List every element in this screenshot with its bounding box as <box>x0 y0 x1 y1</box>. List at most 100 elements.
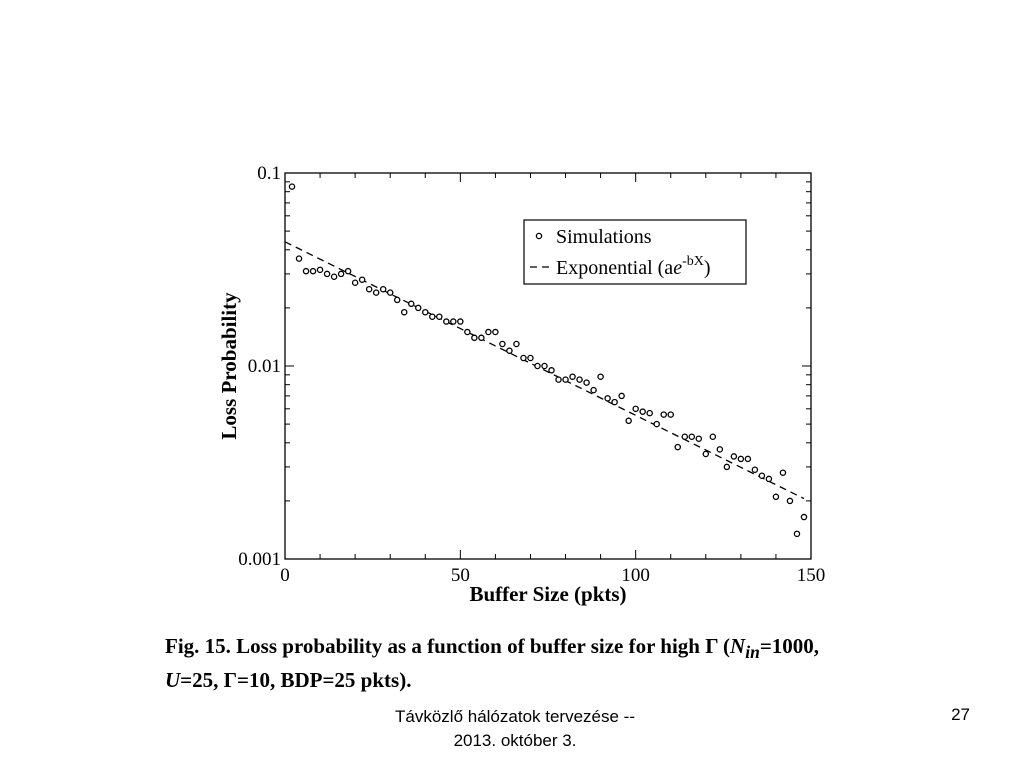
caption-line1-text: Fig. 15. Loss probability as a function … <box>165 634 731 658</box>
simulation-point <box>569 373 576 380</box>
simulation-point <box>422 308 429 316</box>
simulation-point <box>407 300 415 308</box>
chart-labels: 0 50 100 150 0.001 0.01 0.1 Buffer Size (pkts) L… <box>217 163 825 606</box>
simulation-point <box>330 273 338 281</box>
simulation-point <box>625 417 632 425</box>
simulation-point <box>758 472 766 479</box>
simulation-point <box>702 450 710 458</box>
simulation-point <box>793 530 801 538</box>
simulation-point <box>597 373 604 380</box>
simulation-point <box>337 270 345 278</box>
legend-exp-text: Exponential (a <box>556 257 673 279</box>
simulation-point <box>765 475 773 483</box>
simulation-point <box>688 433 696 440</box>
simulation-point <box>485 328 492 336</box>
simulation-point <box>604 395 611 402</box>
simulation-point <box>709 433 717 440</box>
y-tick-label: 0.001 <box>238 549 281 570</box>
simulation-point <box>653 420 660 428</box>
simulation-point <box>316 266 324 274</box>
simulation-point <box>541 362 548 370</box>
legend-exp-e: e <box>673 257 682 279</box>
simulation-point <box>365 285 373 293</box>
x-tick-label: 100 <box>621 565 650 586</box>
simulation-point <box>506 347 513 354</box>
exponential-fit-line <box>284 241 805 500</box>
simulation-point <box>583 379 590 386</box>
simulation-point <box>800 513 808 521</box>
chart-axes <box>284 172 812 560</box>
simulation-point <box>450 318 457 325</box>
simulation-point <box>786 497 794 505</box>
caption-line1-end: =1000, <box>759 634 820 658</box>
simulation-point <box>499 340 506 348</box>
caption-n-subscript: in <box>745 642 760 663</box>
simulation-point <box>379 285 387 293</box>
simulation-point <box>779 469 787 476</box>
caption-u-symbol: U <box>165 668 181 693</box>
simulation-point <box>576 376 583 383</box>
simulation-point <box>415 304 422 312</box>
loss-probability-chart: 0 50 100 150 0.001 0.01 0.1 Buffer Size (pkts) L… <box>217 163 825 606</box>
page-number: 27 <box>951 705 970 724</box>
simulation-point <box>611 398 618 406</box>
caption-line2-text: =25, Γ=10, BDP=25 pkts). <box>180 668 412 693</box>
simulation-point <box>660 411 667 418</box>
x-tick-label: 50 <box>451 565 470 586</box>
simulation-point <box>674 443 681 451</box>
simulation-point <box>527 354 534 362</box>
legend-box <box>523 219 747 285</box>
simulation-point <box>681 433 689 440</box>
simulation-point <box>555 376 562 383</box>
simulation-point <box>632 405 639 413</box>
y-tick-label: 0.1 <box>257 163 281 184</box>
simulation-point <box>737 455 745 463</box>
x-tick-label: 0 <box>280 565 290 586</box>
exponential-fit-series <box>284 241 805 500</box>
simulation-point <box>646 409 653 417</box>
simulation-point <box>639 408 646 415</box>
simulation-point <box>471 334 478 342</box>
simulation-point <box>695 435 703 442</box>
y-axis-label: Loss Probability <box>217 292 241 440</box>
simulation-point <box>751 466 759 474</box>
y-tick-label: 0.01 <box>248 356 281 377</box>
legend-exp-close: ) <box>704 257 711 279</box>
legend-simulations-label: Simulations <box>556 226 652 248</box>
simulation-point <box>730 453 738 460</box>
simulation-point <box>590 386 597 394</box>
simulation-point <box>358 276 366 283</box>
simulation-point <box>667 411 674 418</box>
simulation-point <box>478 334 485 342</box>
simulation-point <box>443 318 450 325</box>
chart-legend: Simulations Exponential (ae-bX) <box>523 219 747 285</box>
simulation-point <box>400 308 408 316</box>
simulation-point <box>464 328 471 336</box>
simulation-point <box>618 392 625 400</box>
simulation-point <box>309 267 317 275</box>
x-tick-label: 150 <box>797 565 826 586</box>
simulation-point <box>492 328 499 336</box>
caption-line-1: Fig. 15. Loss probability as a function … <box>165 632 895 666</box>
simulation-point <box>372 289 380 296</box>
simulation-point <box>520 354 527 362</box>
simulation-point <box>513 340 520 348</box>
simulation-point <box>744 455 752 463</box>
legend-exponential-label: Exponential (ae-bX) <box>556 254 711 279</box>
simulation-point <box>344 267 352 275</box>
footer-title: Távközlő hálózatok tervezése -- 2013. ok… <box>340 705 690 753</box>
simulation-point <box>772 493 780 501</box>
simulation-point <box>534 362 541 370</box>
x-axis-label: Buffer Size (pkts) <box>469 582 626 606</box>
caption-line-2: U=25, Γ=10, BDP=25 pkts). <box>165 666 895 694</box>
figure-caption: Fig. 15. Loss probability as a function … <box>165 632 895 694</box>
simulation-point <box>436 313 443 320</box>
simulation-point <box>548 367 555 374</box>
simulation-point <box>351 279 359 286</box>
footer-title-line-1: Távközlő hálózatok tervezése -- <box>395 707 635 726</box>
simulation-point <box>562 376 569 383</box>
simulation-point <box>302 267 310 275</box>
simulation-point <box>288 183 296 190</box>
simulations-series <box>288 183 808 538</box>
simulation-point <box>393 296 401 304</box>
